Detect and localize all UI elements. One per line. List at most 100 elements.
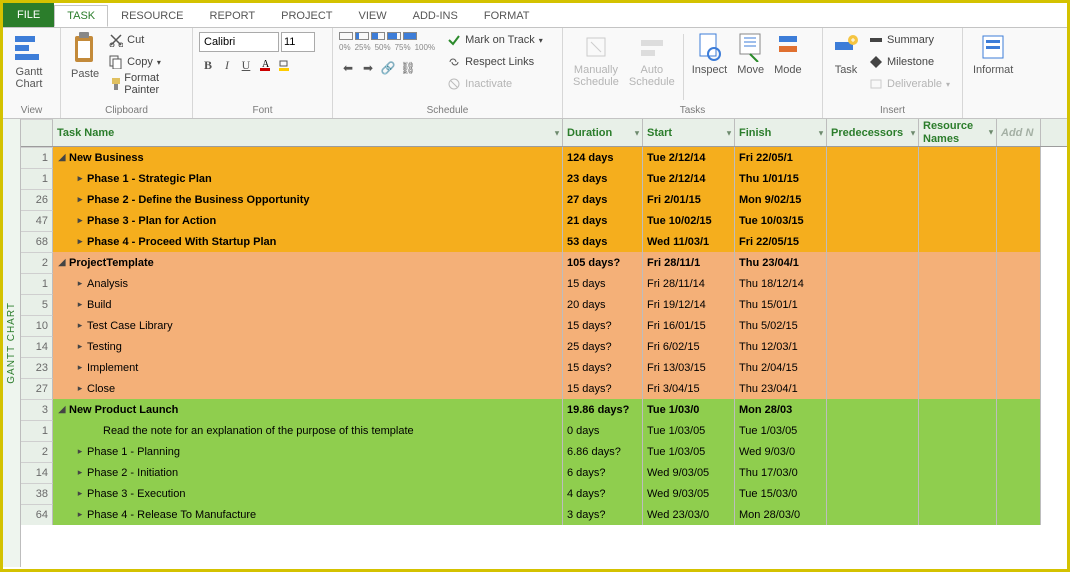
cell-taskname[interactable]: ▸Phase 2 - Define the Business Opportuni… [53,189,563,210]
cell-start[interactable]: Fri 28/11/14 [643,273,735,294]
cell-finish[interactable]: Thu 18/12/14 [735,273,827,294]
cell-resource[interactable] [919,336,997,357]
cell-resource[interactable] [919,147,997,168]
fill-color-button[interactable] [275,56,293,74]
cell-predecessors[interactable] [827,336,919,357]
dropdown-icon[interactable]: ▾ [727,128,731,137]
cell-start[interactable]: Fri 28/11/1 [643,252,735,273]
outline-caret-icon[interactable]: ▸ [75,321,85,330]
cell-start[interactable]: Tue 2/12/14 [643,147,735,168]
cell-start[interactable]: Tue 10/02/15 [643,210,735,231]
gantt-chart-button[interactable]: Gantt Chart [9,30,49,104]
cell-duration[interactable]: 0 days [563,420,643,441]
cell-add[interactable] [997,462,1041,483]
tab-report[interactable]: REPORT [197,5,269,27]
italic-button[interactable]: I [218,56,236,74]
cell-predecessors[interactable] [827,483,919,504]
cell-add[interactable] [997,336,1041,357]
cell-finish[interactable]: Thu 12/03/1 [735,336,827,357]
gantt-sidebar[interactable]: GANTT CHART [3,119,21,567]
cell-finish[interactable]: Thu 23/04/1 [735,378,827,399]
cut-button[interactable]: Cut [105,30,186,50]
cell-add[interactable] [997,357,1041,378]
cell-predecessors[interactable] [827,210,919,231]
cell-resource[interactable] [919,462,997,483]
cell-start[interactable]: Wed 11/03/1 [643,231,735,252]
cell-finish[interactable]: Thu 17/03/0 [735,462,827,483]
cell-predecessors[interactable] [827,399,919,420]
tab-file[interactable]: FILE [3,3,54,27]
mark-on-track-button[interactable]: Mark on Track ▾ [443,30,547,50]
row-number[interactable]: 64 [21,504,53,525]
cell-start[interactable]: Fri 6/02/15 [643,336,735,357]
link-tasks-button[interactable]: 🔗 [379,59,397,77]
row-number[interactable]: 10 [21,315,53,336]
cell-duration[interactable]: 124 days [563,147,643,168]
outline-caret-icon[interactable]: ▸ [75,216,85,225]
cell-taskname[interactable]: ▸Analysis [53,273,563,294]
cell-taskname[interactable]: ▸Phase 4 - Proceed With Startup Plan [53,231,563,252]
row-number[interactable]: 14 [21,336,53,357]
col-resource[interactable]: Resource Names▾ [919,119,997,146]
cell-resource[interactable] [919,294,997,315]
cell-predecessors[interactable] [827,441,919,462]
cell-start[interactable]: Wed 23/03/0 [643,504,735,525]
cell-predecessors[interactable] [827,168,919,189]
cell-taskname[interactable]: ▸Phase 4 - Release To Manufacture [53,504,563,525]
cell-add[interactable] [997,273,1041,294]
outline-caret-icon[interactable]: ▸ [75,195,85,204]
cell-predecessors[interactable] [827,378,919,399]
cell-start[interactable]: Fri 19/12/14 [643,294,735,315]
cell-start[interactable]: Tue 1/03/05 [643,441,735,462]
col-finish[interactable]: Finish▾ [735,119,827,146]
cell-taskname[interactable]: ▸Phase 1 - Strategic Plan [53,168,563,189]
task-row[interactable]: 64▸Phase 4 - Release To Manufacture3 day… [21,504,1067,525]
font-size-input[interactable] [281,32,315,52]
copy-button[interactable]: Copy ▾ [105,52,186,72]
cell-finish[interactable]: Thu 5/02/15 [735,315,827,336]
cell-resource[interactable] [919,231,997,252]
underline-button[interactable]: U [237,56,255,74]
cell-start[interactable]: Tue 1/03/05 [643,420,735,441]
cell-resource[interactable] [919,189,997,210]
cell-resource[interactable] [919,210,997,231]
cell-add[interactable] [997,504,1041,525]
task-row[interactable]: 1◢New Business124 daysTue 2/12/14Fri 22/… [21,147,1067,168]
move-button[interactable]: Move [733,30,768,104]
dropdown-icon[interactable]: ▾ [911,128,915,137]
auto-schedule-button[interactable]: Auto Schedule [625,30,679,104]
manual-schedule-button[interactable]: Manually Schedule [569,30,623,104]
cell-add[interactable] [997,294,1041,315]
cell-resource[interactable] [919,252,997,273]
outline-caret-icon[interactable]: ▸ [75,363,85,372]
tab-task[interactable]: TASK [54,5,108,27]
cell-taskname[interactable]: ▸Testing [53,336,563,357]
cell-predecessors[interactable] [827,189,919,210]
tab-view[interactable]: VIEW [345,5,399,27]
cell-duration[interactable]: 15 days? [563,378,643,399]
pct-25-button[interactable] [355,32,369,40]
cell-duration[interactable]: 23 days [563,168,643,189]
cell-taskname[interactable]: ▸Close [53,378,563,399]
row-number[interactable]: 14 [21,462,53,483]
dropdown-icon[interactable]: ▾ [819,128,823,137]
unlink-tasks-button[interactable]: ⛓ [399,59,417,77]
cell-duration[interactable]: 21 days [563,210,643,231]
col-add-new[interactable]: Add N [997,119,1041,146]
row-number[interactable]: 47 [21,210,53,231]
cell-finish[interactable]: Thu 23/04/1 [735,252,827,273]
col-rownum[interactable] [21,119,53,146]
cell-finish[interactable]: Wed 9/03/0 [735,441,827,462]
bold-button[interactable]: B [199,56,217,74]
cell-finish[interactable]: Mon 9/02/15 [735,189,827,210]
inspect-button[interactable]: Inspect [688,30,731,104]
cell-finish[interactable]: Tue 1/03/05 [735,420,827,441]
cell-add[interactable] [997,378,1041,399]
cell-taskname[interactable]: ▸Phase 1 - Planning [53,441,563,462]
cell-predecessors[interactable] [827,294,919,315]
cell-resource[interactable] [919,399,997,420]
row-number[interactable]: 1 [21,168,53,189]
cell-finish[interactable]: Tue 10/03/15 [735,210,827,231]
information-button[interactable]: Informat [969,30,1017,118]
col-duration[interactable]: Duration▾ [563,119,643,146]
